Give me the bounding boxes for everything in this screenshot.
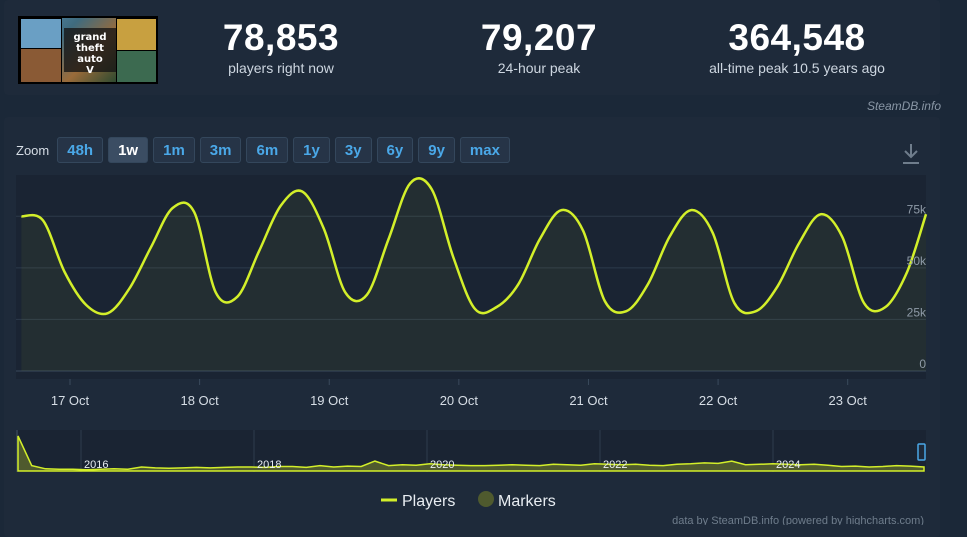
plot-area (16, 175, 926, 379)
x-tick-label: 18 Oct (180, 393, 219, 408)
navigator-year-label: 2024 (776, 459, 800, 471)
download-icon[interactable] (900, 141, 922, 167)
stats-panel: grand theft auto V 78,853 players right … (4, 0, 940, 95)
players-series-line[interactable] (21, 177, 928, 316)
zoom-button-48h[interactable]: 48h (57, 137, 104, 163)
y-tick-label: 75k (907, 202, 927, 216)
steamdb-credit-link[interactable]: SteamDB.info (866, 99, 941, 113)
y-tick-label: 0 (919, 357, 926, 371)
x-tick-label: 21 Oct (569, 393, 608, 408)
peak-24h-value: 79,207 (480, 17, 598, 58)
game-logo-text: grand theft auto V (64, 28, 116, 76)
all-time-peak-label: all-time peak 10.5 years ago (709, 60, 885, 76)
navigator-year-label: 2022 (603, 459, 627, 471)
players-now-label: players right now (228, 60, 334, 76)
legend-players-label[interactable]: Players (402, 493, 455, 510)
zoom-button-1y[interactable]: 1y (293, 137, 330, 163)
navigator-left-edge (16, 430, 18, 472)
navigator-year-label: 2018 (257, 459, 281, 471)
players-series-area (21, 178, 926, 371)
players-now-stat: 78,853 players right now (181, 17, 381, 77)
x-tick-label: 23 Oct (829, 393, 868, 408)
zoom-label: Zoom (16, 142, 50, 158)
zoom-button-max[interactable]: max (459, 137, 510, 163)
zoom-button-1m[interactable]: 1m (153, 137, 195, 163)
navigator-series-area (17, 435, 925, 472)
y-tick-label: 25k (907, 305, 927, 319)
x-tick-label: 20 Oct (440, 393, 479, 408)
zoom-button-3m[interactable]: 3m (199, 137, 242, 163)
x-tick-label: 19 Oct (310, 393, 349, 408)
game-logo[interactable]: grand theft auto V (18, 16, 158, 84)
peak-24h-stat: 79,207 24-hour peak (439, 17, 639, 77)
players-now-value: 78,853 (222, 17, 340, 58)
highcharts-credit[interactable]: data by SteamDB.info (powered by highcha… (672, 515, 924, 525)
legend-markers-label[interactable]: Markers (498, 493, 556, 510)
zoom-button-3y[interactable]: 3y (334, 137, 372, 163)
navigator-year-label: 2016 (84, 459, 108, 471)
peak-24h-label: 24-hour peak (497, 60, 581, 76)
x-tick-label: 22 Oct (699, 393, 738, 408)
y-tick-label: 50k (907, 254, 927, 268)
zoom-button-6m[interactable]: 6m (246, 137, 289, 163)
zoom-button-9y[interactable]: 9y (418, 137, 455, 163)
all-time-peak-value: 364,548 (728, 17, 866, 58)
navigator-handle[interactable] (917, 443, 926, 461)
navigator-year-label: 2020 (430, 459, 454, 471)
player-count-chart[interactable]: 17 Oct 18 Oct 19 Oct 20 Oct 21 Oct 22 Oct 23 O… (0, 0, 967, 525)
zoom-button-1w[interactable]: 1w (108, 137, 149, 163)
all-time-peak-stat: 364,548 all-time peak 10.5 years ago (687, 17, 907, 77)
zoom-controls: Zoom 48h 1w 1m 3m 6m 1y 3y 6y 9y max (16, 137, 515, 163)
zoom-button-6y[interactable]: 6y (376, 137, 414, 163)
legend: Players Markers (381, 491, 556, 510)
x-tick-label: 17 Oct (51, 393, 90, 408)
legend-markers-swatch (478, 491, 494, 507)
